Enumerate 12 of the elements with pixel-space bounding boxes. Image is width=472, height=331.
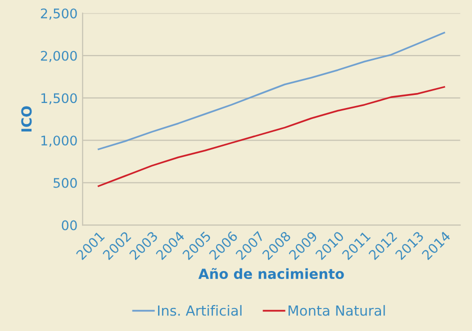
legend-label: Ins. Artificial <box>158 305 242 316</box>
y-tick-label: 500 <box>54 178 77 188</box>
legend-label: Monta Natural <box>288 305 385 316</box>
y-tick-label: 2,000 <box>40 50 77 62</box>
y-axis-title: ICO <box>21 106 32 132</box>
y-tick-label: 00 <box>62 220 77 230</box>
line-series <box>98 32 446 150</box>
y-tick-label: 1,000 <box>41 136 77 147</box>
x-axis-title: Año de nacimiento <box>198 268 344 280</box>
y-tick-label: 1,500 <box>41 93 77 105</box>
line-series <box>98 86 446 187</box>
y-tick-label: 2,500 <box>40 8 77 20</box>
